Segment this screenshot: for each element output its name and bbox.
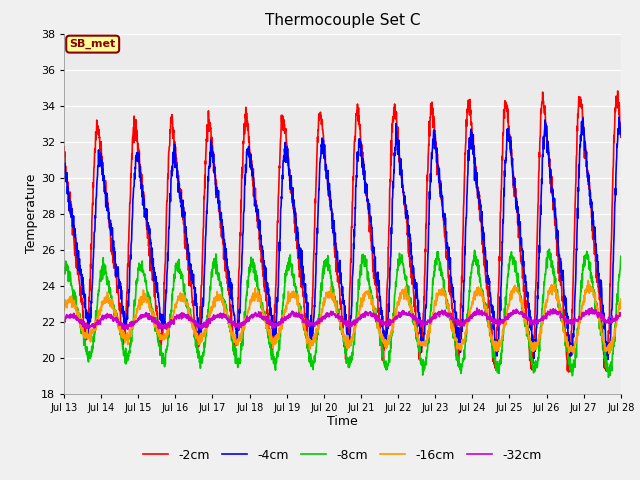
-8cm	[60, 269, 68, 275]
-32cm	[504, 311, 512, 316]
X-axis label: Time: Time	[327, 415, 358, 429]
Line: -16cm: -16cm	[64, 280, 621, 354]
-16cm	[504, 301, 512, 307]
-4cm	[60, 167, 68, 172]
-4cm	[371, 257, 378, 263]
-8cm	[617, 253, 625, 259]
Line: -4cm: -4cm	[64, 117, 621, 360]
-4cm	[615, 114, 623, 120]
-8cm	[216, 274, 223, 280]
-32cm	[124, 326, 132, 332]
-8cm	[605, 374, 612, 380]
-2cm	[568, 321, 575, 327]
-32cm	[568, 320, 575, 325]
-2cm	[565, 369, 573, 375]
-32cm	[216, 315, 223, 321]
-2cm	[371, 277, 378, 283]
-4cm	[617, 128, 625, 133]
-4cm	[504, 126, 512, 132]
-32cm	[617, 312, 625, 318]
-8cm	[545, 246, 553, 252]
-16cm	[617, 296, 625, 302]
-16cm	[60, 306, 68, 312]
-2cm	[584, 169, 591, 175]
-2cm	[617, 134, 625, 140]
-16cm	[570, 351, 578, 357]
-32cm	[588, 305, 595, 311]
-4cm	[568, 352, 575, 358]
-16cm	[371, 309, 378, 314]
-4cm	[358, 165, 366, 170]
-16cm	[584, 283, 591, 288]
Y-axis label: Temperature: Temperature	[25, 174, 38, 253]
-32cm	[371, 315, 379, 321]
-8cm	[584, 251, 591, 257]
-4cm	[604, 357, 612, 362]
-32cm	[584, 310, 591, 315]
-2cm	[358, 154, 366, 159]
Title: Thermocouple Set C: Thermocouple Set C	[265, 13, 420, 28]
-16cm	[584, 277, 592, 283]
Text: SB_met: SB_met	[70, 39, 116, 49]
Legend: -2cm, -4cm, -8cm, -16cm, -32cm: -2cm, -4cm, -8cm, -16cm, -32cm	[138, 444, 547, 467]
-8cm	[371, 307, 378, 313]
-16cm	[358, 302, 366, 308]
-16cm	[568, 347, 575, 352]
-8cm	[568, 369, 575, 374]
-16cm	[216, 294, 223, 300]
-8cm	[358, 256, 366, 262]
-2cm	[216, 209, 223, 215]
Line: -32cm: -32cm	[64, 308, 621, 329]
-8cm	[504, 271, 512, 277]
-4cm	[583, 167, 591, 172]
-4cm	[216, 206, 223, 212]
Line: -2cm: -2cm	[64, 91, 621, 372]
-2cm	[614, 88, 621, 94]
-2cm	[60, 144, 68, 150]
-2cm	[504, 107, 512, 112]
-32cm	[359, 314, 367, 320]
Line: -8cm: -8cm	[64, 249, 621, 377]
-32cm	[60, 318, 68, 324]
